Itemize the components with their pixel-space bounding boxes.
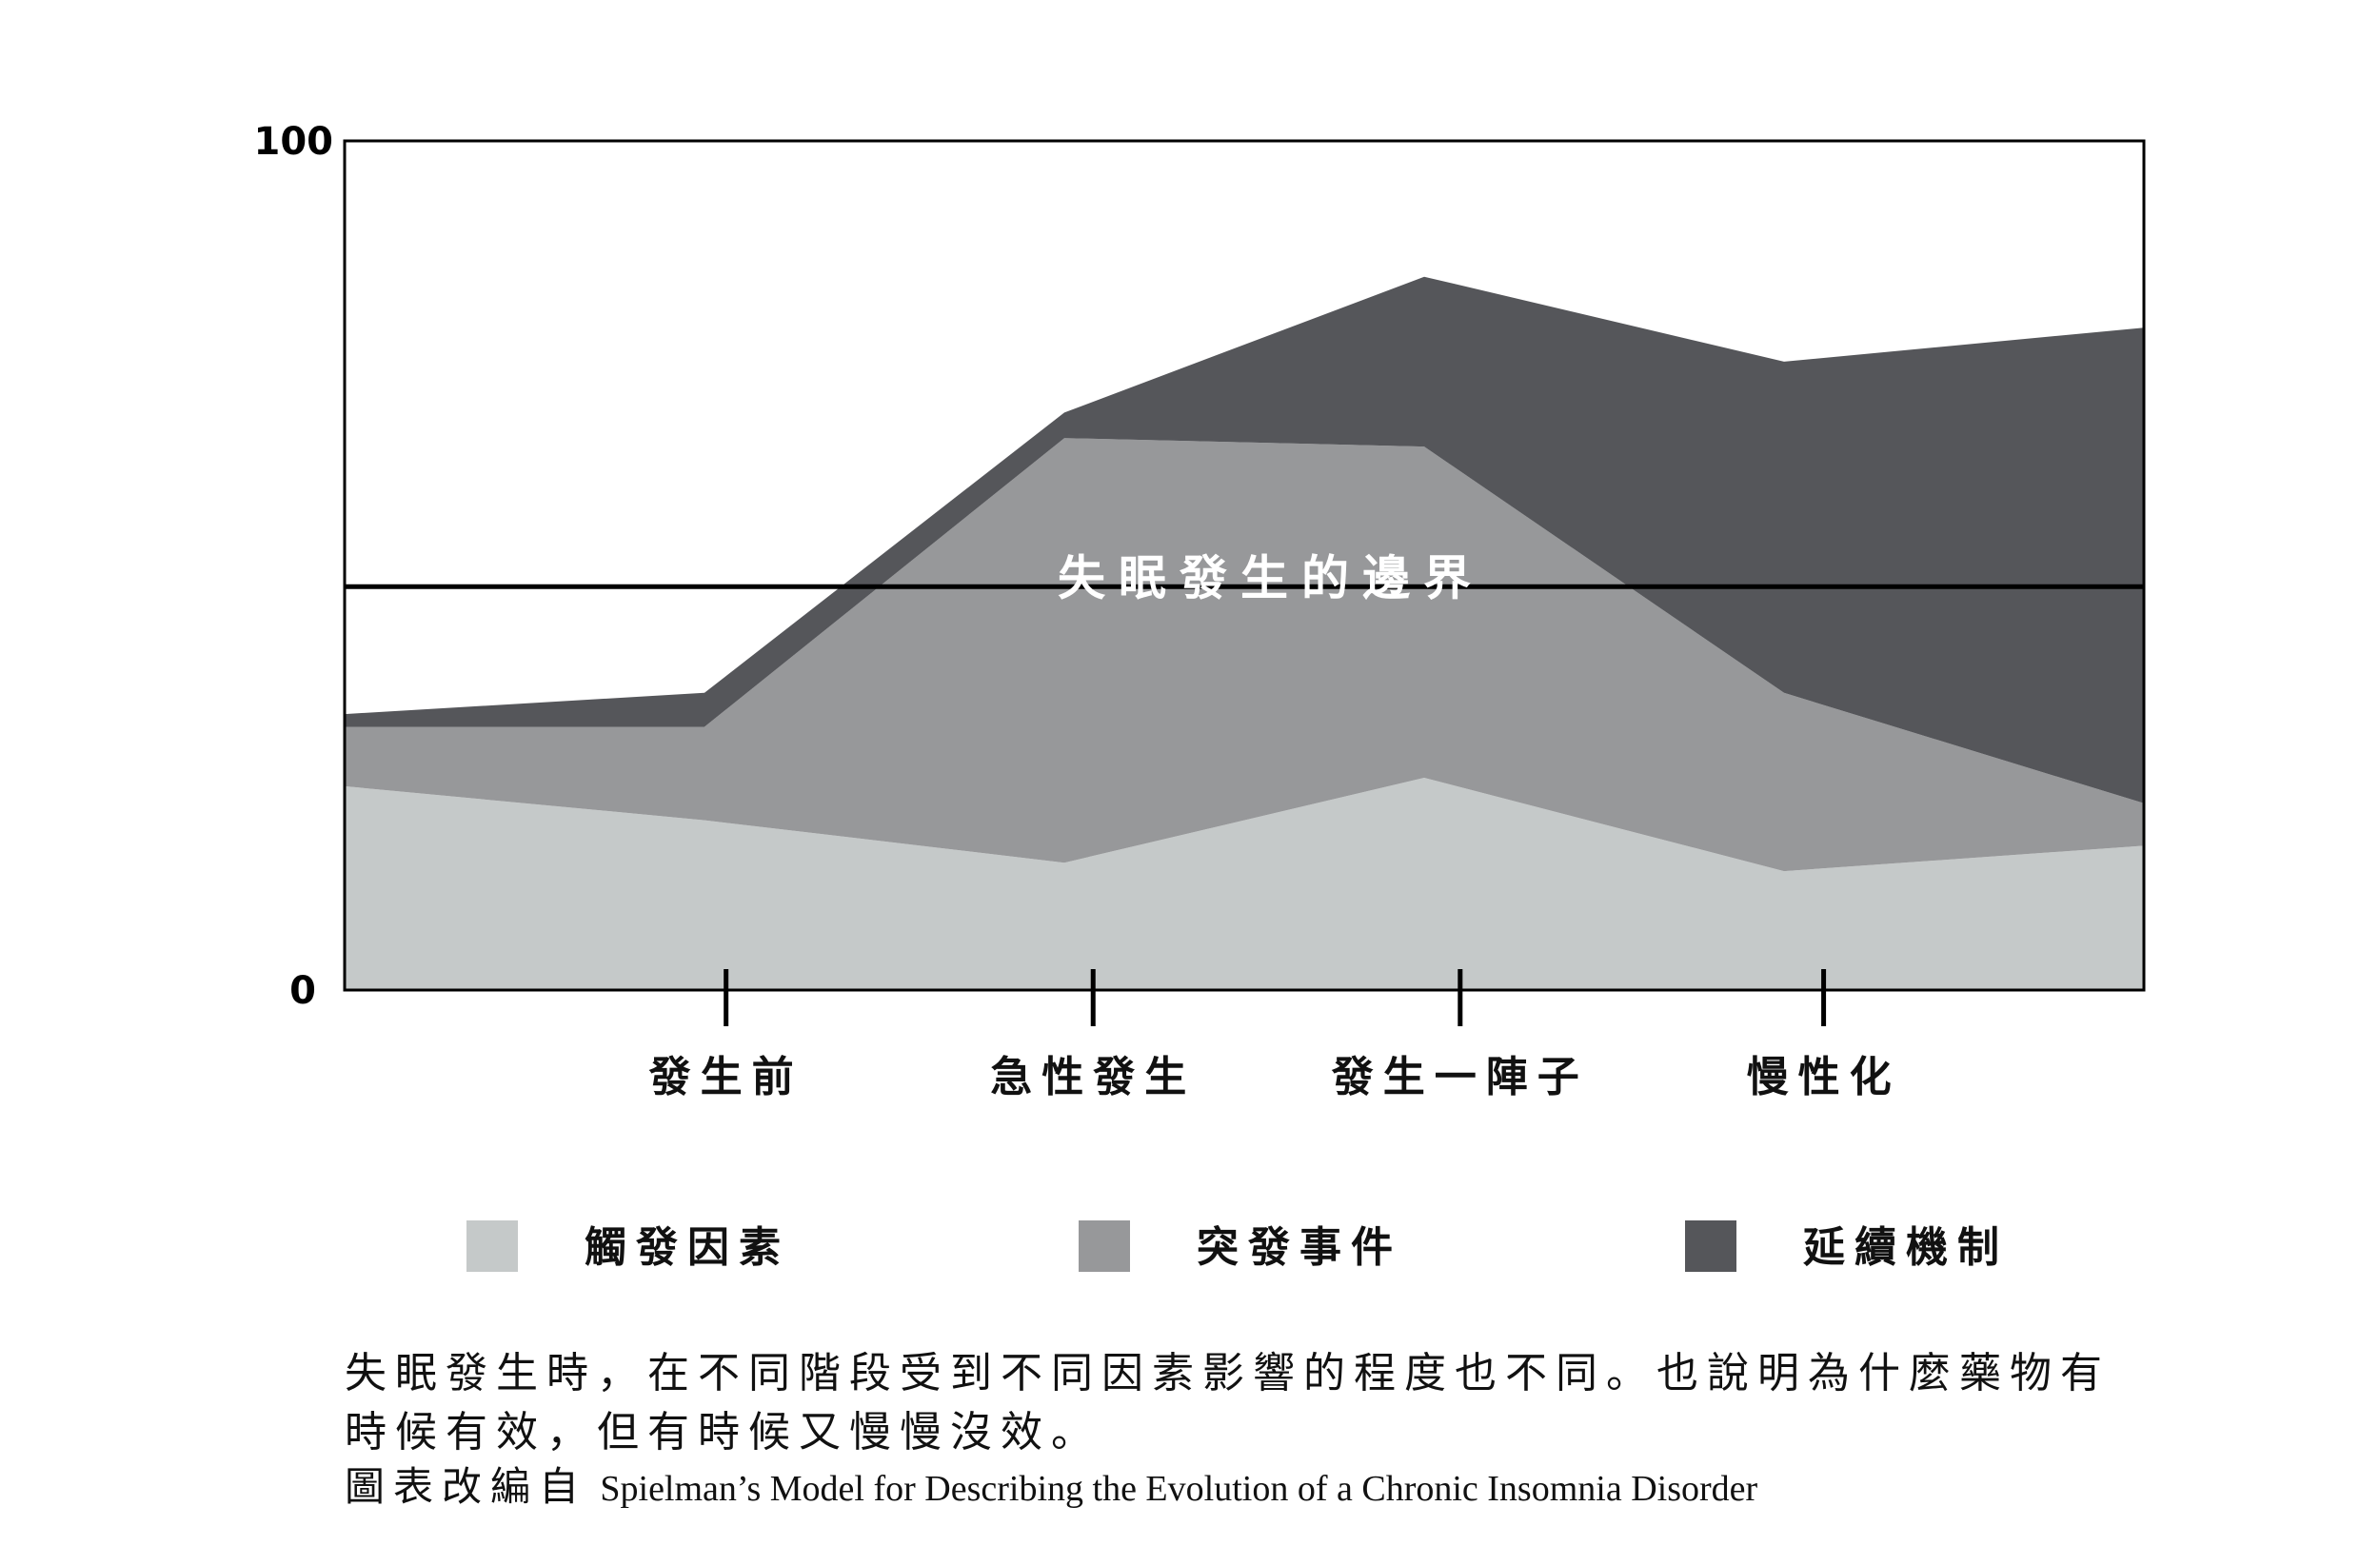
legend-label: 觸發因素 [585, 1223, 790, 1272]
x-category-label: 發生前 [648, 1053, 803, 1101]
area-series-3 [345, 276, 2144, 803]
y-tick-0: 0 [289, 969, 316, 1013]
area-series-2 [345, 438, 2144, 872]
figure-source: 圖表改編自 Spielman’s Model for Describing th… [345, 1460, 2153, 1516]
legend-swatch [1079, 1220, 1130, 1272]
plot-frame [343, 139, 2146, 992]
y-tick-100: 100 [254, 120, 334, 164]
legend-swatch [466, 1220, 518, 1272]
figure-caption: 失眠發生時，在不同階段受到不同因素影響的程度也不同。也說明為什麼藥物有時候有效，… [345, 1349, 2111, 1457]
x-category-label: 急性發生 [990, 1053, 1196, 1101]
source-prefix: 圖表改編自 [345, 1463, 588, 1510]
x-axis-ticks: 發生前 急性發生 發生一陣子 慢性化 [648, 969, 1901, 1101]
legend: 觸發因素 突發事件 延續機制 [466, 1220, 2009, 1272]
area-layers [345, 276, 2144, 990]
legend-label: 延續機制 [1803, 1223, 2009, 1272]
threshold-label: 失眠發生的邊界 [1058, 550, 1484, 605]
legend-swatch [1685, 1220, 1736, 1272]
legend-label: 突發事件 [1197, 1223, 1402, 1272]
x-category-label: 慢性化 [1747, 1053, 1901, 1101]
source-title: Spielman’s Model for Describing the Evol… [600, 1469, 1758, 1509]
x-category-label: 發生一陣子 [1331, 1053, 1589, 1101]
area-series-1 [345, 778, 2144, 990]
